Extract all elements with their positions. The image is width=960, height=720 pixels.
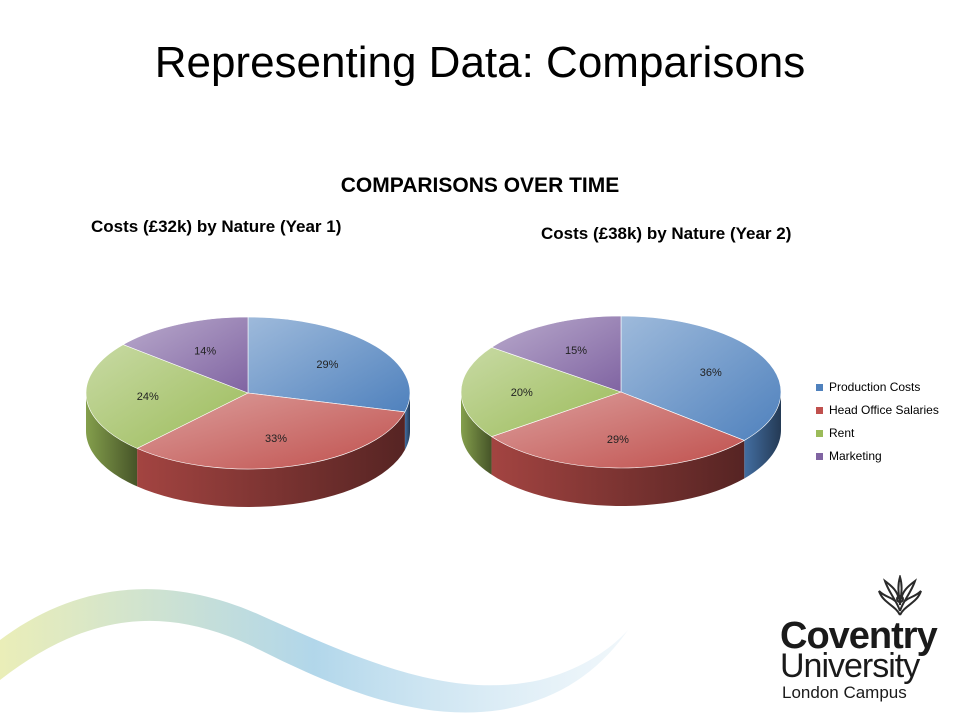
pie-slice-1-rent	[85, 344, 249, 449]
pie-side-1-production-costs	[404, 393, 410, 450]
phoenix-icon	[878, 575, 922, 616]
logo-text-university: University	[780, 647, 920, 685]
pie-label-2-marketing: 15%	[565, 345, 587, 357]
legend-item-marketing: Marketing	[816, 445, 939, 468]
pie-slice-2-marketing	[490, 315, 622, 393]
legend-item-salaries: Head Office Salaries	[816, 399, 939, 422]
pie-slice-2-head-office-salaries	[490, 391, 745, 469]
pie-slice-2-rent	[460, 346, 622, 438]
pie-title-year-1: Costs (£32k) by Nature (Year 1)	[91, 217, 342, 236]
chart-legend: Production Costs Head Office Salaries Re…	[816, 376, 939, 468]
pie-chart-2: 36% 29% 20% 15%	[460, 315, 782, 506]
pie-label-2-production-costs: 36%	[700, 367, 722, 379]
legend-label-rent: Rent	[829, 426, 855, 440]
legend-swatch-salaries	[816, 407, 823, 414]
pie-side-2-rent	[461, 392, 492, 475]
legend-item-rent: Rent	[816, 422, 939, 445]
logo-text-coventry: Coventry	[780, 615, 938, 657]
legend-item-production: Production Costs	[816, 376, 939, 399]
logo-text-campus: London Campus	[782, 683, 907, 702]
pie-label-1-head-office-salaries: 33%	[265, 433, 287, 445]
legend-label-marketing: Marketing	[829, 449, 882, 463]
pie-label-2-rent: 20%	[511, 387, 533, 399]
pie-side-2-head-office-salaries	[491, 436, 745, 506]
pie-side-1-rent	[86, 393, 138, 487]
pie-title-year-2: Costs (£38k) by Nature (Year 2)	[541, 224, 792, 243]
pie-label-1-production-costs: 29%	[316, 359, 338, 371]
legend-swatch-marketing	[816, 453, 823, 460]
pie-label-1-marketing: 14%	[194, 345, 216, 357]
pie-chart-1: 29% 33% 24% 14%	[85, 316, 411, 507]
pie-side-2-production-costs	[744, 392, 781, 479]
pie-slice-1-marketing	[122, 316, 249, 394]
pie-slice-2-production-costs	[620, 315, 782, 441]
pie-label-2-head-office-salaries: 29%	[607, 434, 629, 446]
section-heading: COMPARISONS OVER TIME	[340, 174, 620, 197]
university-logo: Coventry University London Campus	[780, 575, 950, 705]
slide-title: Representing Data: Comparisons	[154, 38, 806, 87]
pie-slice-1-head-office-salaries	[136, 392, 406, 470]
legend-swatch-rent	[816, 430, 823, 437]
legend-label-salaries: Head Office Salaries	[829, 403, 939, 417]
pie-label-1-rent: 24%	[137, 391, 159, 403]
pie-side-1-head-office-salaries	[137, 411, 405, 507]
pie-slice-1-production-costs	[247, 316, 411, 413]
legend-swatch-production	[816, 384, 823, 391]
legend-label-production: Production Costs	[829, 380, 921, 394]
